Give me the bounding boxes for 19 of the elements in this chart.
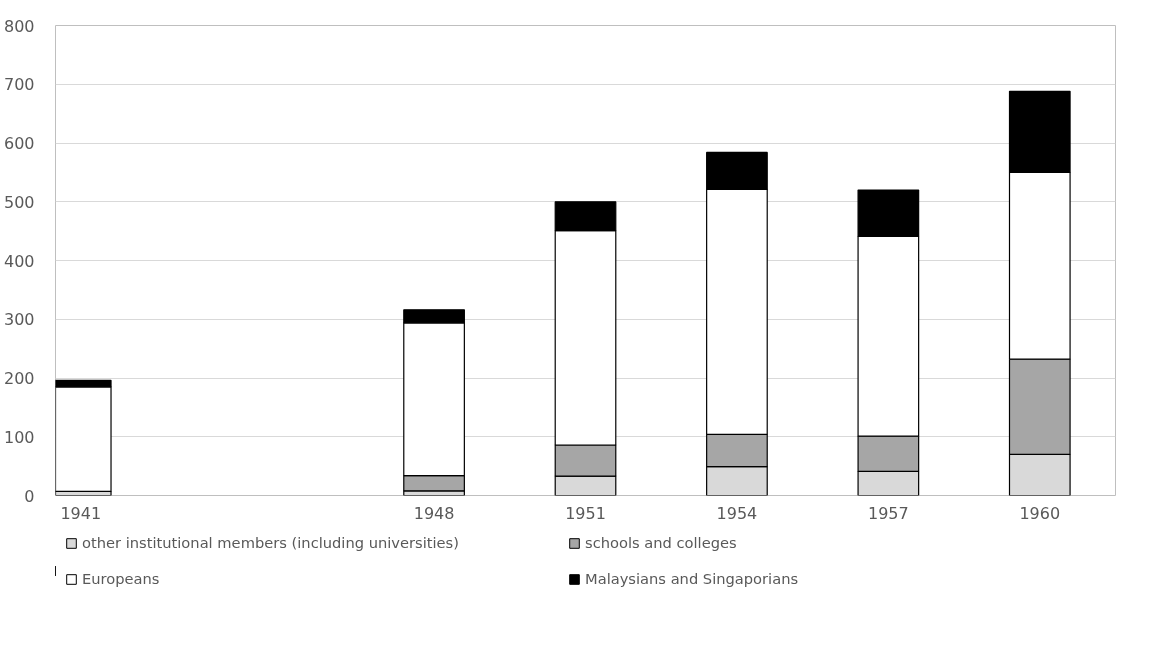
y-tick-label: 800 [3,16,35,36]
y-tick-label: 600 [3,134,35,153]
x-tick-label: 1954 [716,503,758,523]
x-tick-label: 1957 [868,503,909,523]
y-tick-label: 100 [3,427,35,447]
y-tick-label: 0 [24,486,35,506]
legend-label: Europeans [82,570,161,587]
legend-label: Malaysians and Singaporians [585,570,800,587]
legend-label: schools and colleges [585,534,738,551]
y-tick-label: 300 [3,310,35,330]
y-tick-label: 500 [3,192,35,212]
x-tick-label: 1941 [60,503,102,523]
x-tick-label: 1951 [565,503,606,523]
legend-label: other institutional members (including universities) [82,534,460,551]
x-tick-label: 1948 [413,503,455,523]
y-tick-label: 700 [3,75,35,95]
y-tick-label: 400 [3,251,35,271]
y-tick-label: 200 [3,369,35,388]
x-tick-label: 1960 [1019,503,1061,523]
